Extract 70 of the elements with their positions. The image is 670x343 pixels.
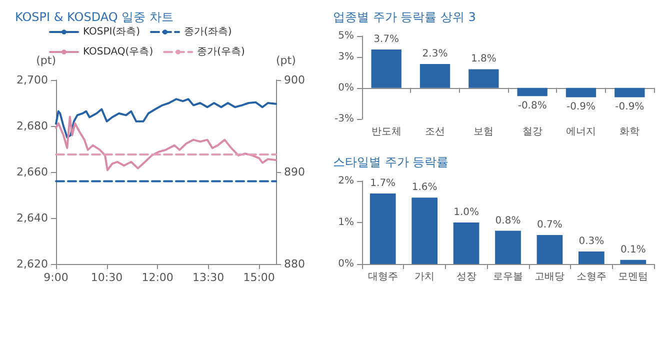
x-tick-label: 로우볼 — [493, 272, 523, 282]
data-label: -0.9% — [615, 102, 644, 113]
data-label: 1.0% — [454, 207, 479, 218]
bar — [371, 49, 402, 88]
legend-label: KOSPI(좌측) — [83, 26, 140, 38]
y-tick-label: -3% — [334, 114, 354, 124]
legend-label: 종가(우측) — [197, 46, 245, 58]
data-label: 2.3% — [422, 48, 448, 60]
y-axis-title: (pt) — [36, 54, 56, 67]
y2-axis-title: (pt) — [276, 54, 296, 67]
bar — [566, 88, 596, 98]
data-label: -0.9% — [566, 102, 596, 113]
x-tick-label: 가치 — [414, 272, 435, 282]
x-tick-label: 보험 — [474, 126, 494, 138]
chart-title: 업종별 주가 등락률 상위 3 — [333, 10, 476, 24]
data-label: 0.1% — [620, 244, 646, 256]
bar — [578, 252, 604, 264]
y-tick-label: 2,660 — [16, 166, 48, 178]
data-label: 3.7% — [374, 34, 400, 45]
bar — [495, 230, 521, 264]
bar — [620, 260, 646, 264]
bar — [453, 222, 480, 264]
bar — [468, 69, 499, 88]
x-tick-label: 조선 — [425, 126, 445, 138]
x-tick-label: 모멘텀 — [618, 272, 648, 282]
x-tick-label: 화학 — [620, 126, 640, 138]
x-tick-label: 소형주 — [576, 272, 606, 282]
y-tick-label: 1% — [338, 217, 354, 228]
x-tick-label: 고배당 — [534, 272, 565, 282]
x-tick-label: 10:30 — [90, 271, 123, 284]
x-tick-label: 반도체 — [371, 126, 402, 138]
chart-title: 스타일별 주가 등락률 — [333, 155, 449, 169]
data-label: 0.8% — [495, 215, 521, 226]
x-tick-label: 에너지 — [566, 126, 596, 138]
x-tick-label: 철강 — [522, 126, 542, 138]
bar — [370, 193, 396, 264]
y-tick-label: 0% — [338, 82, 354, 94]
y-tick-label: 2,680 — [16, 120, 48, 132]
data-label: 0.3% — [578, 236, 604, 248]
line-series — [55, 116, 277, 172]
y2-tick-label: 890 — [284, 166, 305, 178]
x-tick-label: 12:00 — [142, 271, 174, 284]
legend-label: 종가(좌측) — [184, 26, 232, 38]
y-tick-label: 5% — [338, 30, 354, 42]
bar — [412, 198, 438, 264]
bar — [536, 234, 563, 264]
data-label: -0.8% — [518, 100, 547, 112]
data-label: 1.6% — [412, 182, 438, 194]
data-label: 1.8% — [470, 54, 496, 65]
y-tick-label: 2% — [338, 176, 354, 186]
line-series — [55, 98, 277, 138]
y-tick-label: 0% — [338, 258, 354, 270]
y2-tick-label: 900 — [284, 74, 305, 86]
y-tick-label: 2,620 — [16, 258, 48, 270]
y-tick-label: 3% — [338, 51, 354, 62]
x-tick-label: 9:00 — [44, 271, 68, 284]
y2-tick-label: 880 — [284, 258, 305, 270]
x-tick-label: 15:00 — [243, 271, 275, 284]
y-tick-label: 2,700 — [16, 74, 48, 86]
legend-label: KOSDAQ(우측) — [83, 46, 154, 58]
chart-title: KOSPI & KOSDAQ 일중 차트 — [15, 10, 174, 24]
bar — [517, 88, 548, 96]
data-label: 1.7% — [370, 178, 396, 189]
data-label: 0.7% — [537, 219, 562, 230]
x-tick-label: 13:30 — [192, 271, 224, 284]
x-tick-label: 성장 — [456, 272, 476, 282]
bar — [614, 88, 645, 98]
x-tick-label: 대형주 — [368, 272, 398, 282]
y-tick-label: 2,640 — [16, 212, 48, 224]
bar — [420, 64, 450, 88]
